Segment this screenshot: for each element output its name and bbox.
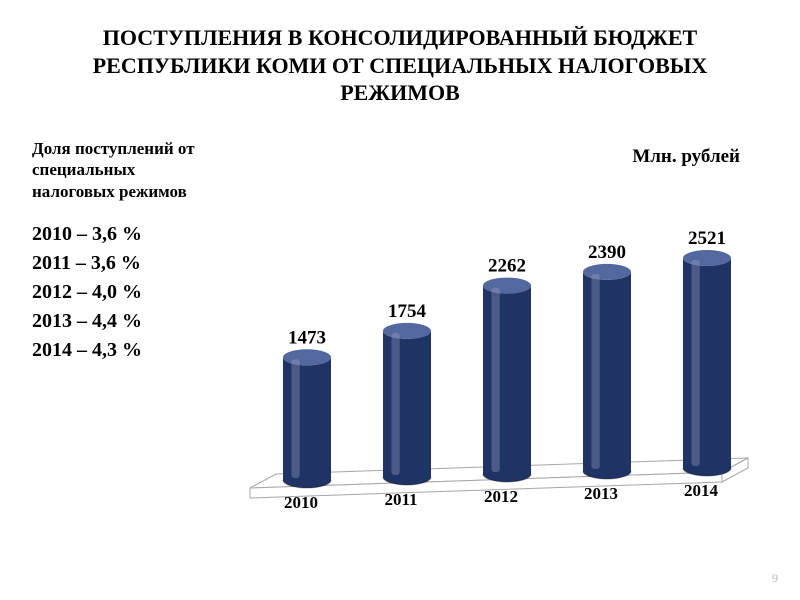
share-2011: 2011 – 3,6 %: [32, 249, 222, 278]
bar-2013: [583, 264, 631, 479]
bar-value-label: 2521: [688, 228, 726, 249]
revenue-chart: 1473 2010 1754 2011 2262 2012 2390 2013 2521 2014: [230, 180, 770, 520]
bar-value-label: 2390: [588, 242, 626, 263]
share-2012: 2012 – 4,0 %: [32, 278, 222, 307]
bar-2011: [383, 323, 431, 485]
bar-category-label: 2014: [684, 481, 719, 500]
share-sidebar: Доля поступлений от специальных налоговы…: [32, 138, 222, 365]
units-label: Млн. рублей: [632, 146, 740, 168]
page-number: 9: [772, 571, 778, 586]
bar-2012: [483, 278, 531, 482]
bar-value-label: 1754: [388, 301, 427, 322]
share-2013: 2013 – 4,4 %: [32, 307, 222, 336]
page-title: ПОСТУПЛЕНИЯ В КОНСОЛИДИРОВАННЫЙ БЮДЖЕТ Р…: [40, 24, 760, 107]
bar-value-label: 2262: [488, 256, 526, 277]
share-2010: 2010 – 3,6 %: [32, 220, 222, 249]
sidebar-heading: Доля поступлений от специальных налоговы…: [32, 138, 222, 202]
share-2014: 2014 – 4,3 %: [32, 336, 222, 365]
bar-category-label: 2012: [484, 487, 518, 506]
bar-2010: [283, 349, 331, 488]
bar-category-label: 2013: [584, 484, 618, 503]
bar-2014: [683, 250, 731, 476]
bar-category-label: 2011: [384, 490, 417, 509]
bar-category-label: 2010: [284, 493, 318, 512]
bar-value-label: 1473: [288, 327, 326, 348]
